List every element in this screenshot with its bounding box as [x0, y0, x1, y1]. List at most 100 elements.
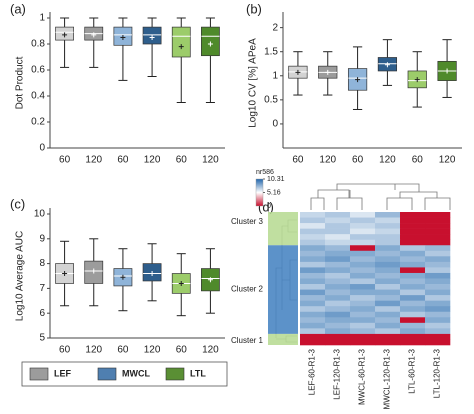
panel-label: (a): [10, 1, 26, 16]
heatmap-cell: [375, 239, 401, 246]
y-tick-label: 0.5: [264, 94, 278, 105]
y-tick-label: 8: [39, 258, 45, 269]
heatmap-cell: [400, 322, 426, 329]
heatmap-cell: [325, 295, 351, 301]
heatmap-cell: [300, 239, 326, 246]
heatmap-cell: [350, 300, 376, 307]
heatmap-cell: [375, 284, 401, 290]
heatmap-cell: [400, 239, 426, 246]
mean-marker: [444, 68, 450, 74]
heatmap-cell: [400, 223, 426, 229]
heatmap-cell: [300, 256, 326, 263]
heatmap-cell: [350, 250, 376, 257]
heatmap-cell: [325, 217, 351, 224]
heatmap-cell: [350, 295, 376, 301]
heatmap-cell: [350, 239, 376, 246]
column-dendrogram: [310, 183, 451, 210]
x-tick-label: 60: [59, 155, 71, 166]
heatmap-cell: [425, 317, 451, 324]
heatmap-cell: [300, 212, 326, 218]
heatmap-cell: [350, 212, 376, 218]
heatmap-cell: [375, 272, 401, 279]
heatmap-cell: [400, 217, 426, 224]
heatmap-cell: [375, 267, 401, 274]
x-tick-label: 120: [144, 345, 161, 356]
column-label: LTL-60-R1-3: [408, 348, 417, 393]
heatmap-cell: [400, 278, 426, 285]
y-tick-label: 7: [39, 283, 45, 294]
mean-marker: [414, 77, 420, 83]
heatmap-cell: [300, 284, 326, 290]
heatmap-cell: [325, 234, 351, 241]
heatmap-cell: [425, 234, 451, 241]
heatmap-cell: [425, 306, 451, 313]
heatmap-cell: [325, 311, 351, 318]
heatmap-cell: [300, 228, 326, 235]
colorbar-tick-label: 0: [267, 203, 271, 210]
heatmap-cell: [375, 278, 401, 285]
heatmap-cell: [400, 317, 426, 324]
y-tick-label: 1: [272, 70, 278, 81]
heatmap-cell: [350, 256, 376, 263]
box: [201, 26, 220, 57]
box: [171, 26, 191, 58]
y-tick-label: 10: [34, 209, 46, 220]
heatmap-cell: [300, 295, 326, 301]
y-tick-label: 0.6: [31, 65, 45, 76]
y-tick-label: 5: [39, 333, 45, 344]
mean-marker: [178, 280, 184, 286]
x-tick-label: 60: [352, 155, 364, 166]
heatmap-cell: [400, 333, 426, 340]
heatmap-cell: [350, 228, 376, 235]
heatmap-cell: [400, 234, 426, 241]
heatmap-cell: [375, 328, 401, 335]
heatmap-cell: [375, 289, 401, 296]
heatmap-cell: [325, 239, 351, 246]
heatmap-cell: [400, 228, 426, 235]
heatmap-cell: [375, 322, 401, 329]
heatmap-cell: [325, 339, 351, 346]
heatmap-cell: [300, 311, 326, 318]
heatmap-cell: [400, 284, 426, 290]
colorbar-tick-label: 5.16: [267, 189, 281, 196]
heatmap-cell: [400, 306, 426, 313]
heatmap-cell: [350, 284, 376, 290]
heatmap-cell: [350, 223, 376, 229]
x-tick-label: 120: [319, 155, 336, 166]
heatmap-cell: [350, 328, 376, 335]
heatmap-cell: [425, 322, 451, 329]
heatmap-cell: [425, 245, 451, 252]
mean-marker: [355, 77, 361, 83]
colorbar: [255, 178, 264, 207]
heatmap-cell: [300, 322, 326, 329]
heatmap-cell: [350, 217, 376, 224]
heatmap-cell: [325, 272, 351, 279]
column-label: LEF-120-R1-3: [333, 348, 342, 399]
x-tick-label: 60: [176, 155, 188, 166]
mean-marker: [149, 271, 155, 277]
heatmap-cell: [375, 256, 401, 263]
heatmap-cell: [425, 217, 451, 224]
heatmap-cell: [375, 339, 401, 346]
heatmap-cell: [300, 250, 326, 257]
y-tick-label: 0.8: [31, 39, 45, 50]
heatmap-cell: [300, 261, 326, 268]
x-tick-label: 60: [412, 155, 424, 166]
heatmap-cell: [425, 311, 451, 318]
heatmap-cell: [375, 234, 401, 241]
heatmap-cell: [325, 333, 351, 340]
heatmap-cell: [400, 311, 426, 318]
heatmap-cell: [425, 256, 451, 263]
heatmap-cell: [375, 261, 401, 268]
legend-label: LTL: [190, 368, 206, 378]
heatmap-cell: [300, 333, 326, 340]
heatmap-cell: [425, 333, 451, 340]
column-label: MWCL-120-R1-3: [383, 348, 392, 409]
heatmap-cell: [300, 328, 326, 335]
heatmap-cell: [325, 306, 351, 313]
heatmap-cell: [400, 289, 426, 296]
heatmap-cell: [375, 250, 401, 257]
heatmap-cell: [300, 317, 326, 324]
heatmap-cell: [425, 295, 451, 301]
